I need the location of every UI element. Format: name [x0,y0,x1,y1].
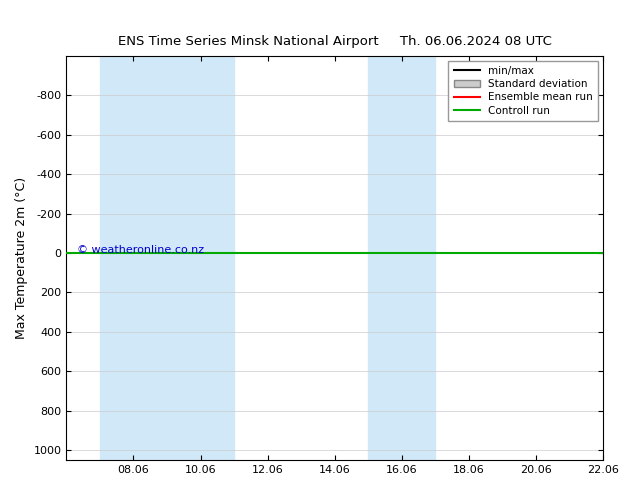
Legend: min/max, Standard deviation, Ensemble mean run, Controll run: min/max, Standard deviation, Ensemble me… [448,61,598,121]
Bar [167,56,234,460]
Y-axis label: Max Temperature 2m (°C): Max Temperature 2m (°C) [15,177,28,339]
Text: © weatheronline.co.nz: © weatheronline.co.nz [77,245,204,255]
Bar [100,56,167,460]
Bar [368,56,436,460]
Title: ENS Time Series Minsk National Airport     Th. 06.06.2024 08 UTC: ENS Time Series Minsk National Airport T… [118,35,552,48]
